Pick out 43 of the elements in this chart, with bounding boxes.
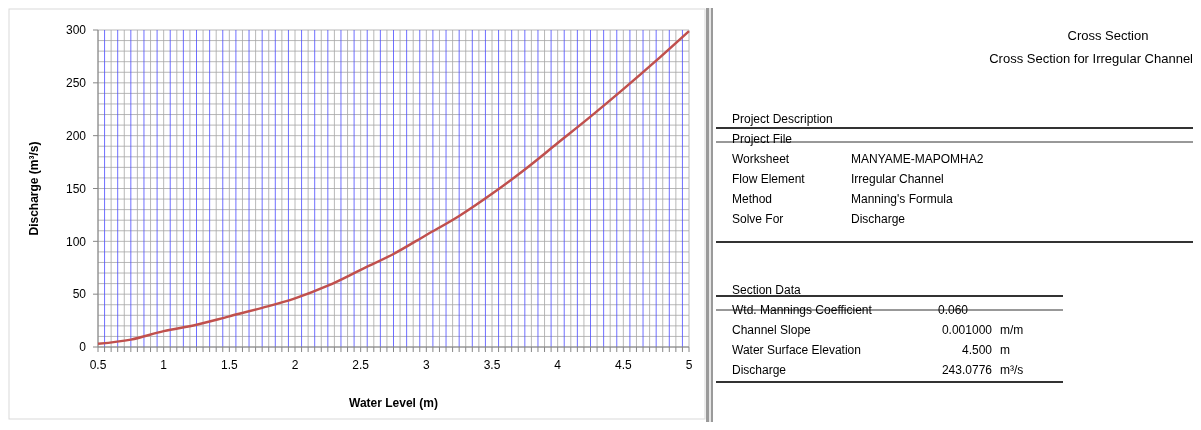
text: Flow Element (732, 172, 806, 186)
text: m/m (1000, 323, 1024, 337)
text: Discharge (851, 212, 906, 226)
text: m³/s (1000, 363, 1024, 377)
x-tick-label: 0.5 (89, 358, 107, 372)
y-tick-label: 200 (65, 128, 87, 143)
text: Project Description (732, 112, 833, 126)
text: Cross Section for Irregular Channel (989, 51, 1194, 66)
y-tick-label: 0 (79, 340, 87, 355)
x-axis-title: Water Level (m) (349, 396, 438, 410)
x-tick-label: 1.5 (220, 358, 238, 372)
text: Project File (732, 132, 793, 146)
y-axis-title: Discharge (m³/s) (27, 141, 41, 236)
text: Worksheet (732, 152, 790, 166)
y-tick-label: 100 (65, 234, 87, 249)
text: m (1000, 343, 1010, 357)
y-tick-label: 50 (72, 287, 87, 302)
x-tick-label: 4.5 (614, 358, 632, 372)
text: Manning's Formula (851, 192, 953, 206)
text: 0.001000 (941, 323, 993, 337)
text: 4.500 (961, 343, 993, 357)
text: Wtd. Mannings Coefficient (732, 303, 873, 317)
text: Section Data (732, 283, 802, 297)
text: Channel Slope (732, 323, 812, 337)
x-tick-label: 5 (685, 358, 693, 372)
text: Solve For (732, 212, 784, 226)
text: 243.0776 (941, 363, 993, 377)
text: 0.060 (938, 303, 969, 317)
x-tick-label: 1 (160, 358, 168, 372)
y-tick-label: 150 (65, 181, 87, 196)
text: Cross Section (1067, 28, 1149, 43)
text: MANYAME-MAPOMHA2 (851, 152, 984, 166)
x-tick-label: 3 (422, 358, 430, 372)
y-tick-label: 300 (65, 23, 87, 38)
x-tick-label: 3.5 (483, 358, 501, 372)
x-tick-label: 4 (554, 358, 562, 372)
text: Irregular Channel (851, 172, 944, 186)
text: Water Surface Elevation (732, 343, 861, 357)
x-tick-label: 2 (291, 358, 299, 372)
text: Method (732, 192, 773, 206)
text: Discharge (732, 363, 787, 377)
x-tick-label: 2.5 (352, 358, 370, 372)
y-tick-label: 250 (65, 76, 87, 91)
